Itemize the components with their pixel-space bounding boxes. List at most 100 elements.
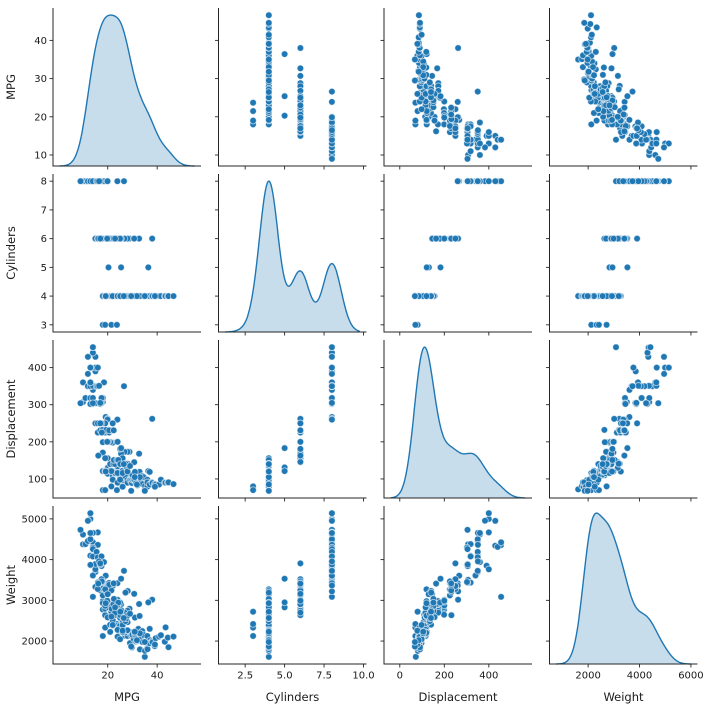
axis-ticks: 100 200 300 400 <box>28 363 158 502</box>
scatter-points <box>574 343 673 495</box>
axis-spines <box>52 340 201 499</box>
axis-spines <box>383 8 532 167</box>
y-axis-label-weight: Weight <box>4 564 18 605</box>
tick-label: 400 <box>479 671 498 682</box>
tick-label: 2000 <box>575 671 600 682</box>
tick-label: 200 <box>435 671 454 682</box>
y-axis-label-cylinders: Cylinders <box>4 226 18 280</box>
axis-spines <box>52 506 201 665</box>
axis-ticks <box>546 367 692 502</box>
axis-ticks <box>215 367 364 502</box>
x-axis-label-weight: Weight <box>603 690 644 704</box>
tick-label: 7.5 <box>316 671 332 682</box>
axis-spines <box>549 8 698 167</box>
tick-label: 100 <box>28 474 47 485</box>
scatter-points <box>76 177 178 329</box>
tick-label: 40 <box>151 671 164 682</box>
tick-label: 300 <box>28 400 47 411</box>
panel-weight-vs-cylinders: 2.5 5.0 7.5 10.0 <box>215 506 375 682</box>
scatter-points <box>574 177 673 329</box>
axis-spines <box>383 340 532 499</box>
x-axis-label-cylinders: Cylinders <box>266 690 320 704</box>
y-axis-label-displacement: Displacement <box>4 379 18 459</box>
scatter-points <box>411 11 505 163</box>
axis-ticks: 2000 4000 6000 <box>546 518 704 682</box>
axis-ticks <box>380 39 490 170</box>
axis-ticks <box>380 367 490 502</box>
axis-spines <box>218 174 367 333</box>
scatter-points <box>574 11 673 163</box>
axis-ticks: 0 200 400 <box>380 518 498 682</box>
panel-weight-vs-displacement: 0 200 400 <box>380 506 532 682</box>
panel-displacement-vs-cylinders <box>215 340 367 502</box>
tick-label: 2.5 <box>237 671 253 682</box>
panel-mpg-vs-weight <box>546 8 698 170</box>
axis-ticks: 20 40 2000 3000 4000 5000 <box>22 514 164 681</box>
tick-label: 20 <box>101 671 114 682</box>
axis-spines <box>218 8 367 167</box>
kde-curve <box>59 14 195 167</box>
axis-ticks: 3 4 5 6 7 8 <box>41 177 158 336</box>
kde-curve <box>225 180 360 333</box>
tick-label: 5000 <box>22 514 47 525</box>
axis-spines <box>549 340 698 499</box>
kde-fill <box>390 347 526 498</box>
axis-ticks <box>215 180 364 336</box>
axis-ticks <box>546 39 692 170</box>
panel-cylinders-vs-displacement <box>380 174 532 336</box>
tick-label: 400 <box>28 363 47 374</box>
axis-spines <box>218 340 367 499</box>
scatter-points <box>411 177 505 329</box>
tick-label: 6000 <box>678 671 703 682</box>
tick-label: 4000 <box>627 671 652 682</box>
scatter-points <box>249 343 336 495</box>
panel-mpg-vs-displacement <box>380 8 532 170</box>
tick-label: 4 <box>41 292 47 303</box>
axis-spines <box>549 506 698 665</box>
tick-label: 40 <box>34 36 47 47</box>
axis-spines <box>549 174 698 333</box>
tick-label: 6 <box>41 234 47 245</box>
scatter-points <box>76 343 178 495</box>
panel-displacement-vs-weight <box>546 340 698 502</box>
axis-ticks <box>546 180 692 336</box>
kde-curve <box>556 512 691 665</box>
panel-displacement-vs-mpg: 100 200 300 400 <box>28 340 201 502</box>
tick-label: 200 <box>28 437 47 448</box>
y-axis-label-mpg: MPG <box>4 74 18 100</box>
kde-fill <box>59 15 195 166</box>
kde-fill <box>556 513 691 664</box>
axis-ticks: 10 20 30 40 <box>34 36 158 170</box>
x-axis-label-mpg: MPG <box>114 690 140 704</box>
axis-spines <box>52 174 201 333</box>
panel-cylinders-kde <box>215 174 367 336</box>
tick-label: 7 <box>41 205 47 216</box>
tick-label: 10 <box>34 150 47 161</box>
tick-label: 2000 <box>22 637 47 648</box>
axis-spines <box>383 506 532 665</box>
scatter-points <box>411 509 505 661</box>
kde-fill <box>225 181 360 332</box>
tick-label: 30 <box>34 74 47 85</box>
tick-label: 5.0 <box>277 671 293 682</box>
panel-weight-vs-mpg: 20 40 2000 3000 4000 5000 <box>22 506 201 682</box>
tick-label: 20 <box>34 112 47 123</box>
kde-curve <box>390 346 526 499</box>
panel-mpg-kde: 10 20 30 40 <box>34 8 201 170</box>
axis-spines <box>383 174 532 333</box>
tick-label: 4000 <box>22 555 47 566</box>
axis-ticks <box>215 39 364 170</box>
axis-ticks: 2.5 5.0 7.5 10.0 <box>215 518 375 682</box>
panel-mpg-vs-cylinders <box>215 8 367 170</box>
panel-cylinders-vs-weight <box>546 174 698 336</box>
scatter-points <box>76 509 178 661</box>
scatter-points <box>249 11 336 163</box>
tick-label: 3000 <box>22 596 47 607</box>
panel-displacement-kde <box>380 340 532 502</box>
tick-label: 5 <box>41 263 47 274</box>
tick-label: 10.0 <box>352 671 374 682</box>
scatter-points <box>249 509 336 661</box>
tick-label: 0 <box>397 671 403 682</box>
axis-spines <box>218 506 367 665</box>
